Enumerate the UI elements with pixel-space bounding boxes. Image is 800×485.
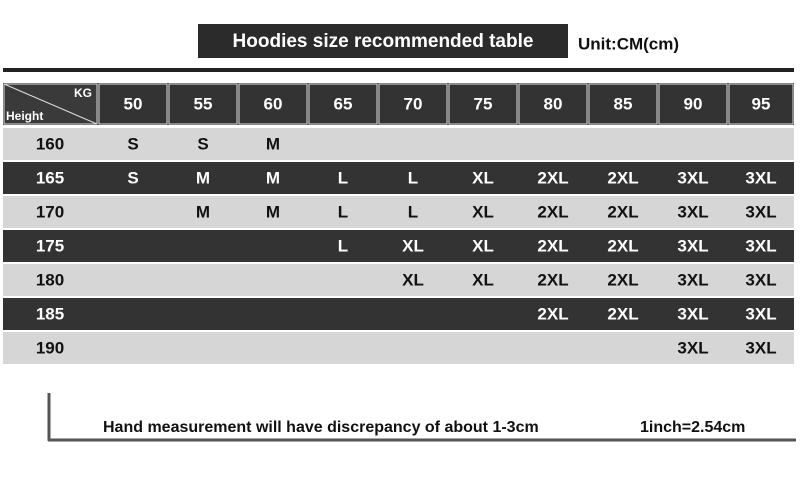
column-header: 70 xyxy=(404,94,423,113)
row-height: 170 xyxy=(36,202,64,221)
size-cell: 3XL xyxy=(745,236,776,255)
footer-conversion: 1inch=2.54cm xyxy=(640,419,745,436)
header-cell xyxy=(728,83,794,125)
header-cell xyxy=(378,83,448,125)
header-cell xyxy=(308,83,378,125)
column-header: 85 xyxy=(614,94,633,113)
size-cell: L xyxy=(338,202,348,221)
size-cell: 3XL xyxy=(677,270,708,289)
size-cell: M xyxy=(266,202,280,221)
size-cell: 2XL xyxy=(607,168,638,187)
corner-diagonal xyxy=(3,83,98,125)
header-cell xyxy=(168,83,238,125)
size-cell: L xyxy=(408,202,418,221)
table-row xyxy=(3,264,794,296)
column-header: 75 xyxy=(474,94,493,113)
size-cell: XL xyxy=(472,168,494,187)
size-cell: XL xyxy=(472,236,494,255)
table-row xyxy=(3,332,794,364)
size-cell: M xyxy=(266,168,280,187)
size-cell: 2XL xyxy=(537,304,568,323)
column-header: 60 xyxy=(264,94,283,113)
size-cell: L xyxy=(338,236,348,255)
size-cell: L xyxy=(408,168,418,187)
size-cell: 2XL xyxy=(607,202,638,221)
row-height: 160 xyxy=(36,134,64,153)
row-height: 185 xyxy=(36,304,64,323)
size-cell: 2XL xyxy=(607,304,638,323)
header-cell xyxy=(448,83,518,125)
header-cell xyxy=(658,83,728,125)
size-cell: M xyxy=(196,202,210,221)
table-row xyxy=(3,298,794,330)
row-height: 190 xyxy=(36,338,64,357)
size-cell: M xyxy=(196,168,210,187)
size-cell: 2XL xyxy=(607,270,638,289)
size-cell: XL xyxy=(402,236,424,255)
size-cell: 3XL xyxy=(745,304,776,323)
header-cell xyxy=(238,83,308,125)
corner-bottom: Height xyxy=(6,109,43,123)
size-cell: 3XL xyxy=(745,338,776,357)
footer-note: Hand measurement will have discrepancy o… xyxy=(103,419,539,436)
table-row xyxy=(3,230,794,262)
top-rule xyxy=(3,68,794,72)
corner-top: KG xyxy=(74,86,92,100)
column-header: 90 xyxy=(684,94,703,113)
row-height: 175 xyxy=(36,236,64,255)
size-cell: 2XL xyxy=(537,270,568,289)
size-cell: XL xyxy=(472,270,494,289)
column-header: 95 xyxy=(752,94,771,113)
size-cell: 3XL xyxy=(677,338,708,357)
column-header: 80 xyxy=(544,94,563,113)
row-height: 180 xyxy=(36,270,64,289)
size-cell: 3XL xyxy=(677,236,708,255)
size-cell: XL xyxy=(472,202,494,221)
size-cell: S xyxy=(127,168,138,187)
column-header: 55 xyxy=(194,94,213,113)
header-cell xyxy=(588,83,658,125)
header-cell xyxy=(518,83,588,125)
size-cell: 2XL xyxy=(607,236,638,255)
title-box xyxy=(198,24,568,58)
size-cell: M xyxy=(266,134,280,153)
table-row xyxy=(3,128,794,160)
size-cell: 3XL xyxy=(745,270,776,289)
size-cell: 2XL xyxy=(537,168,568,187)
column-header: 50 xyxy=(124,94,143,113)
row-height: 165 xyxy=(36,168,64,187)
unit: Unit:CM(cm) xyxy=(578,34,679,53)
size-cell: 3XL xyxy=(677,168,708,187)
size-cell: 3XL xyxy=(745,168,776,187)
size-cell: XL xyxy=(402,270,424,289)
header-cell xyxy=(98,83,168,125)
size-cell: S xyxy=(197,134,208,153)
size-cell: 2XL xyxy=(537,202,568,221)
size-cell: 3XL xyxy=(745,202,776,221)
size-cell: S xyxy=(127,134,138,153)
size-cell: 2XL xyxy=(537,236,568,255)
size-cell: 3XL xyxy=(677,202,708,221)
size-cell: 3XL xyxy=(677,304,708,323)
table-row xyxy=(3,162,794,194)
size-cell: L xyxy=(338,168,348,187)
table-row xyxy=(3,196,794,228)
title: Hoodies size recommended table xyxy=(233,31,534,52)
column-header: 65 xyxy=(334,94,353,113)
